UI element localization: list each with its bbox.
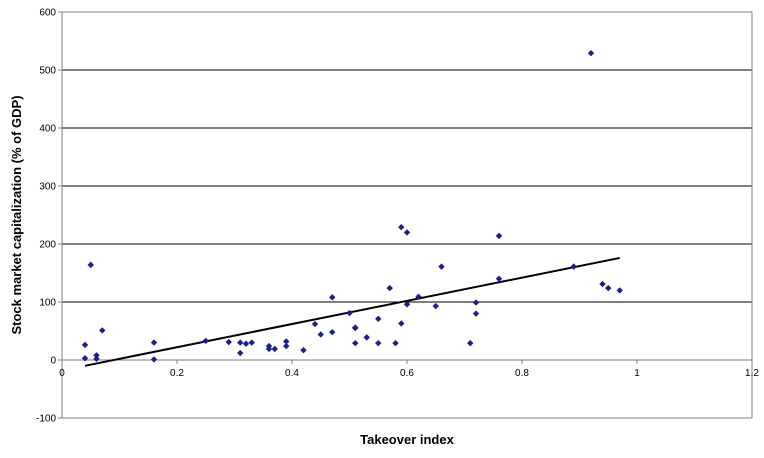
y-axis-title: Stock market capitalization (% of GDP) xyxy=(9,95,24,334)
data-point-44 xyxy=(495,275,503,282)
data-point-29 xyxy=(375,315,382,323)
x-tick-label-2: 0.4 xyxy=(285,368,299,379)
x-tick-label-3: 0.6 xyxy=(400,368,414,379)
data-point-17 xyxy=(283,338,290,345)
data-point-32 xyxy=(392,339,399,347)
data-point-21 xyxy=(317,331,324,338)
data-point-10 xyxy=(237,339,244,346)
data-point-27 xyxy=(352,339,359,347)
data-point-41 xyxy=(472,299,480,306)
tick-labels: -100 0 100 200 300 400 500 600 0 0.2 0.4 0.6 0.8 1 1.2 xyxy=(36,8,759,425)
data-point-33 xyxy=(398,223,405,231)
data-point-26 xyxy=(352,324,359,331)
data-point-28 xyxy=(363,334,370,341)
data-point-15 xyxy=(265,345,273,353)
plot-area xyxy=(61,11,753,419)
y-tick-label-2: 100 xyxy=(39,298,56,309)
data-point-1 xyxy=(81,355,89,362)
trendline-group xyxy=(84,256,620,367)
x-tick-label-4: 0.8 xyxy=(515,368,529,379)
data-point-35 xyxy=(403,229,411,236)
data-point-2 xyxy=(87,261,94,269)
y-tick-label-3: 200 xyxy=(39,240,56,251)
data-point-19 xyxy=(300,346,307,354)
data-point-31 xyxy=(386,284,393,292)
data-point-39 xyxy=(438,263,445,270)
axes xyxy=(58,11,753,419)
x-tick-label-0: 0 xyxy=(59,368,65,379)
gridlines xyxy=(62,69,752,361)
data-point-11 xyxy=(237,349,244,357)
y-tick-label-1: 0 xyxy=(50,356,56,367)
data-point-38 xyxy=(432,302,439,310)
x-axis-title: Takeover index xyxy=(360,432,454,447)
data-point-37 xyxy=(415,293,422,300)
y-tick-label-0: -100 xyxy=(36,414,56,425)
data-point-34 xyxy=(398,320,405,327)
data-point-12 xyxy=(242,340,250,347)
data-point-20 xyxy=(311,320,319,328)
data-point-46 xyxy=(587,49,595,57)
x-tick-label-6: 1.2 xyxy=(745,368,759,379)
data-point-30 xyxy=(375,339,382,347)
y-tick-label-7: 600 xyxy=(39,8,56,19)
x-tick-label-5: 1 xyxy=(634,368,640,379)
y-tick-label-6: 500 xyxy=(39,66,56,77)
data-point-3 xyxy=(93,352,100,359)
data-point-48 xyxy=(605,284,612,292)
data-point-16 xyxy=(271,345,278,353)
data-point-5 xyxy=(99,327,106,334)
data-point-49 xyxy=(616,287,623,294)
data-points xyxy=(81,49,623,363)
data-point-9 xyxy=(225,338,232,346)
data-point-0 xyxy=(81,341,89,349)
trendline xyxy=(84,256,620,367)
data-point-36 xyxy=(403,301,411,308)
data-point-43 xyxy=(495,232,503,240)
data-point-6 xyxy=(150,339,158,346)
x-tick-label-1: 0.2 xyxy=(170,368,184,379)
data-point-45 xyxy=(570,263,577,270)
data-point-24 xyxy=(346,309,353,317)
data-point-7 xyxy=(150,356,158,363)
data-point-13 xyxy=(248,339,255,346)
data-point-4 xyxy=(93,355,100,363)
data-point-22 xyxy=(329,294,336,301)
data-point-47 xyxy=(599,280,606,288)
data-point-42 xyxy=(472,310,480,317)
data-point-40 xyxy=(467,339,474,347)
data-point-18 xyxy=(283,342,290,350)
data-point-23 xyxy=(329,328,336,336)
y-tick-label-5: 400 xyxy=(39,124,56,135)
data-point-8 xyxy=(202,337,209,345)
y-tick-label-4: 300 xyxy=(39,182,56,193)
